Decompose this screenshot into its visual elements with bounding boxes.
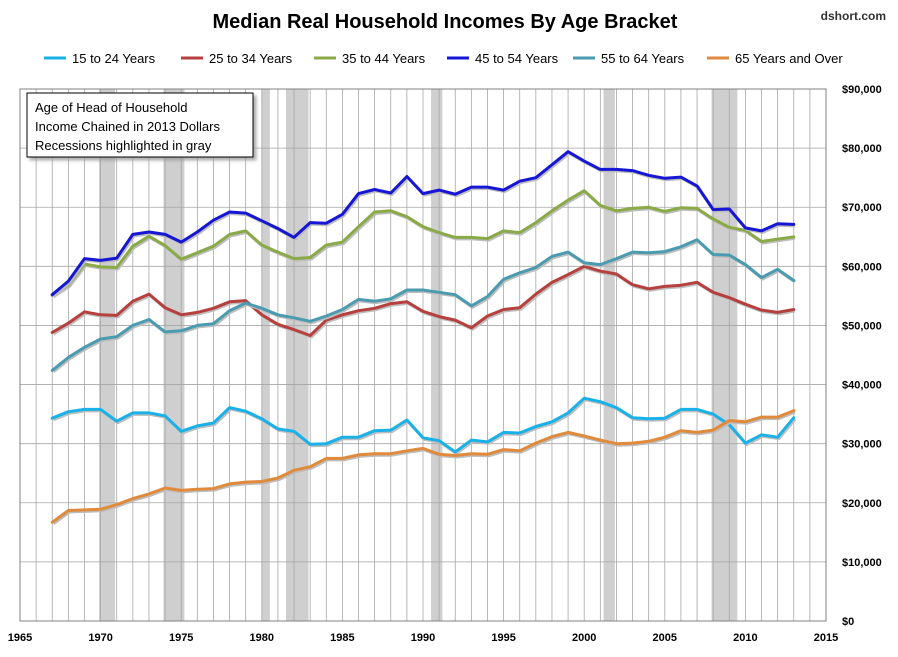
- annotation-line-1: Age of Head of Household: [35, 100, 188, 115]
- series-line-5: [50, 238, 796, 372]
- chart-title: Median Real Household Incomes By Age Bra…: [213, 11, 678, 33]
- x-tick-label: 2010: [733, 632, 757, 644]
- y-tick-label: $60,000: [842, 261, 882, 273]
- series-line-4: [50, 150, 796, 297]
- credit-label: dshort.com: [821, 9, 886, 23]
- y-tick-label: $20,000: [842, 498, 882, 510]
- y-tick-label: $90,000: [842, 84, 882, 96]
- series-lines: [50, 150, 797, 525]
- series-line-1: [50, 396, 796, 454]
- y-tick-label: $30,000: [842, 439, 882, 451]
- legend: 15 to 24 Years 25 to 34 Years 35 to 44 Yea…: [44, 51, 843, 66]
- x-tick-label: 1985: [330, 632, 354, 644]
- series-line-3: [50, 189, 796, 297]
- y-tick-label: $10,000: [842, 557, 882, 569]
- x-tick-label: 1980: [250, 632, 274, 644]
- recession-band-6: [603, 89, 615, 621]
- series-line-2: [50, 264, 796, 337]
- x-tick-label: 2005: [653, 632, 677, 644]
- x-tick-label: 1970: [88, 632, 112, 644]
- recession-band-3: [261, 89, 270, 621]
- y-tick-label: $80,000: [842, 143, 882, 155]
- legend-label-3: 35 to 44 Years: [342, 51, 426, 66]
- legend-label-6: 65 Years and Over: [735, 51, 843, 66]
- recession-band-7: [711, 89, 738, 621]
- recession-band-1: [98, 89, 116, 621]
- y-tick-label: $50,000: [842, 320, 882, 332]
- legend-label-2: 25 to 34 Years: [209, 51, 293, 66]
- legend-label-5: 55 to 64 Years: [601, 51, 685, 66]
- y-tick-label: $0: [842, 616, 854, 628]
- x-axis-ticks: 1965 1970 1975 1980 1985 1990 1995 2000 2005 2010…: [8, 632, 838, 644]
- y-tick-label: $70,000: [842, 202, 882, 214]
- legend-label-4: 45 to 54 Years: [475, 51, 559, 66]
- recession-band-5: [431, 89, 443, 621]
- annotation-line-3: Recessions highlighted in gray: [35, 138, 212, 153]
- y-axis-ticks: $0 $10,000 $20,000 $30,000 $40,000 $50,000 $60…: [842, 84, 882, 628]
- x-tick-label: 1965: [8, 632, 32, 644]
- legend-label-1: 15 to 24 Years: [72, 51, 156, 66]
- x-tick-label: 2015: [814, 632, 838, 644]
- plot-area: [19, 88, 827, 622]
- annotation-box: Age of Head of Household Income Chained …: [26, 92, 254, 158]
- y-tick-label: $40,000: [842, 380, 882, 392]
- series-line-6: [50, 409, 796, 524]
- x-tick-label: 1995: [491, 632, 515, 644]
- x-tick-label: 1975: [169, 632, 193, 644]
- annotation-line-2: Income Chained in 2013 Dollars: [35, 119, 220, 134]
- plot-border: [19, 88, 827, 622]
- annotation-box-frame: [26, 92, 254, 158]
- x-tick-label: 1990: [411, 632, 435, 644]
- grid-lines: [20, 89, 826, 621]
- x-tick-label: 2000: [572, 632, 596, 644]
- recession-band-4: [285, 89, 309, 621]
- recession-bands: [98, 89, 738, 621]
